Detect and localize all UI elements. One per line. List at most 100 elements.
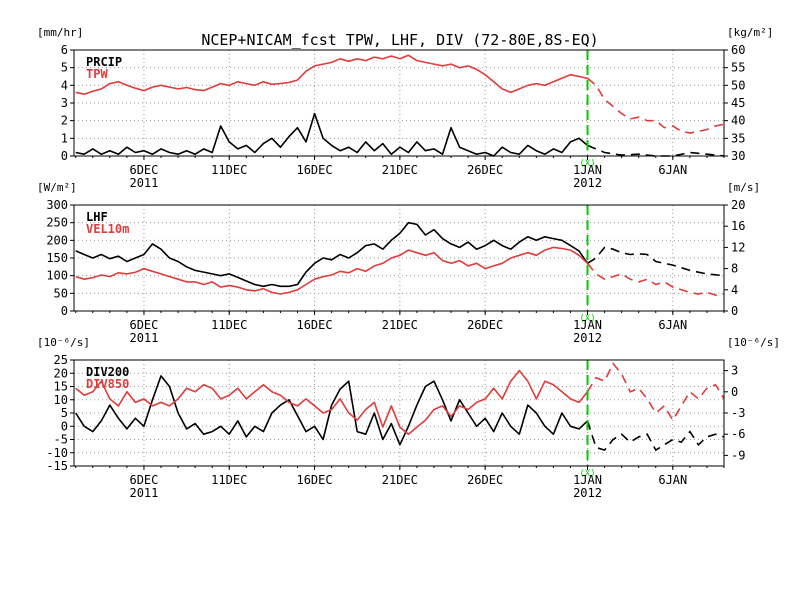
x-tick-label: 21DEC [382, 163, 418, 177]
right-tick-label: -3 [731, 406, 745, 420]
right-axis-unit: [m/s] [727, 181, 760, 194]
left-tick-label: 0 [61, 304, 68, 318]
left-tick-label: -15 [46, 459, 68, 473]
x-tick-label: 6DEC [129, 318, 158, 332]
series-div200-forecast [586, 420, 725, 452]
x-tick-label: 16DEC [296, 473, 332, 487]
right-tick-label: 60 [731, 43, 745, 57]
forecast-marker-label: (X) [579, 314, 595, 324]
right-tick-label: 3 [731, 364, 738, 378]
right-tick-label: 16 [731, 219, 745, 233]
left-tick-label: 10 [54, 393, 68, 407]
series-prcip-forecast [587, 144, 725, 157]
x-tick-year: 2011 [129, 331, 158, 345]
x-tick-label: 6DEC [129, 473, 158, 487]
right-tick-label: 40 [731, 114, 745, 128]
left-tick-label: 1 [61, 131, 68, 145]
left-axis-unit: [W/m²] [37, 181, 77, 194]
left-tick-label: 200 [46, 233, 68, 247]
figure-title: NCEP+NICAM_fcst TPW, LHF, DIV (72-80E,8S… [201, 31, 598, 49]
series-prcip-observed [75, 112, 589, 157]
x-tick-label: 1JAN [573, 163, 602, 177]
left-tick-label: 5 [61, 406, 68, 420]
left-tick-label: 300 [46, 198, 68, 212]
series-tpw-observed [75, 54, 588, 95]
right-tick-label: -6 [731, 427, 745, 441]
series-vel10m-forecast [586, 262, 725, 296]
left-tick-label: 3 [61, 96, 68, 110]
x-tick-label: 1JAN [573, 318, 602, 332]
legend-div200: DIV200 [86, 365, 129, 379]
x-tick-label: 21DEC [382, 318, 418, 332]
x-tick-year: 2012 [573, 176, 602, 190]
x-tick-label: 26DEC [467, 163, 503, 177]
left-tick-label: 4 [61, 78, 68, 92]
left-tick-label: -5 [54, 433, 68, 447]
legend-lhf: LHF [86, 210, 108, 224]
x-tick-label: 21DEC [382, 473, 418, 487]
right-tick-label: 30 [731, 149, 745, 163]
right-tick-label: 55 [731, 61, 745, 75]
x-tick-label: 16DEC [296, 318, 332, 332]
right-tick-label: -9 [731, 448, 745, 462]
right-axis-unit: [10⁻⁶/s] [727, 336, 780, 349]
series-div850-forecast [586, 362, 725, 422]
left-tick-label: 20 [54, 366, 68, 380]
series-lhf-observed [75, 221, 589, 288]
series-div200-observed [75, 375, 589, 446]
x-tick-label: 6JAN [658, 318, 687, 332]
right-tick-label: 45 [731, 96, 745, 110]
forecast-marker-label: (X) [579, 469, 595, 479]
x-tick-label: 26DEC [467, 473, 503, 487]
right-tick-label: 0 [731, 304, 738, 318]
x-tick-label: 6DEC [129, 163, 158, 177]
left-tick-label: 150 [46, 251, 68, 265]
left-tick-label: 5 [61, 61, 68, 75]
panel-3: (X)-15-10-50510152025-9-6-3036DEC201111D… [37, 336, 780, 500]
series-div850-observed [75, 369, 589, 436]
left-tick-label: 2 [61, 114, 68, 128]
x-tick-year: 2012 [573, 331, 602, 345]
x-tick-label: 11DEC [211, 473, 247, 487]
left-axis-unit: [mm/hr] [37, 26, 83, 39]
left-tick-label: 0 [61, 419, 68, 433]
left-tick-label: 250 [46, 216, 68, 230]
x-tick-label: 16DEC [296, 163, 332, 177]
x-tick-year: 2011 [129, 176, 158, 190]
x-tick-label: 1JAN [573, 473, 602, 487]
right-tick-label: 0 [731, 385, 738, 399]
legend-vel10m: VEL10m [86, 222, 129, 236]
left-tick-label: 6 [61, 43, 68, 57]
forecast-marker-label: (X) [579, 159, 595, 169]
right-tick-label: 4 [731, 283, 738, 297]
right-tick-label: 8 [731, 262, 738, 276]
x-tick-label: 6JAN [658, 163, 687, 177]
left-tick-label: 50 [54, 286, 68, 300]
x-tick-label: 26DEC [467, 318, 503, 332]
right-tick-label: 50 [731, 78, 745, 92]
left-tick-label: 25 [54, 353, 68, 367]
legend-prcip: PRCIP [86, 55, 122, 69]
x-tick-label: 6JAN [658, 473, 687, 487]
left-tick-label: 15 [54, 380, 68, 394]
legend-div850: DIV850 [86, 377, 129, 391]
left-tick-label: -10 [46, 446, 68, 460]
right-axis-unit: [kg/m²] [727, 26, 773, 39]
left-tick-label: 100 [46, 269, 68, 283]
legend-tpw: TPW [86, 67, 108, 81]
series-vel10m-observed [75, 246, 589, 295]
x-tick-label: 11DEC [211, 163, 247, 177]
x-tick-label: 11DEC [211, 318, 247, 332]
right-tick-label: 35 [731, 131, 745, 145]
right-tick-label: 12 [731, 240, 745, 254]
left-axis-unit: [10⁻⁶/s] [37, 336, 90, 349]
series-lhf-forecast [587, 246, 725, 277]
x-tick-year: 2012 [573, 486, 602, 500]
left-tick-label: 0 [61, 149, 68, 163]
series-tpw-forecast [586, 77, 725, 134]
